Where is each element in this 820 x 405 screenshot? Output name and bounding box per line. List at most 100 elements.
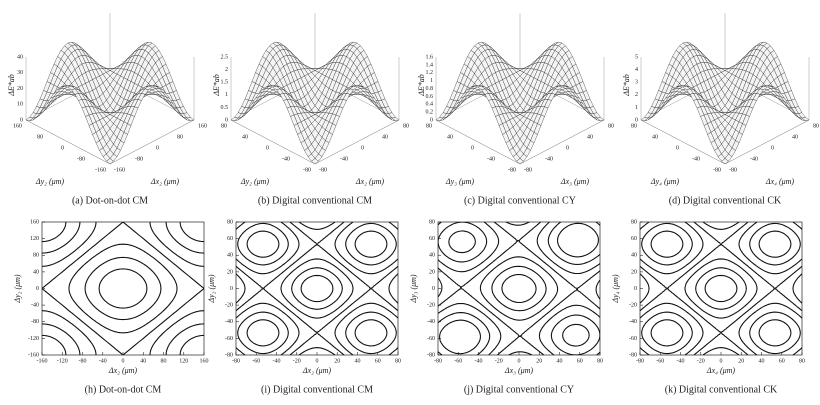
y-tick-label: 20 bbox=[631, 269, 637, 275]
y-tick-label: 20 bbox=[429, 269, 435, 275]
axis-edge bbox=[109, 119, 195, 165]
y-tick-label: 0 bbox=[634, 286, 637, 292]
x-axis-label: Δx₃ (μm) bbox=[560, 177, 589, 186]
z-axis-label: ΔE*ab bbox=[622, 74, 631, 97]
x-tick-label: 40 bbox=[382, 134, 388, 140]
y-tick-label: 60 bbox=[227, 236, 233, 242]
contour-line bbox=[438, 222, 600, 355]
y-tick-label: -60 bbox=[225, 336, 233, 342]
caption: (i) Digital conventional CM bbox=[261, 384, 373, 395]
y-tick-label: -120 bbox=[28, 336, 39, 342]
x-tick-label: 80 bbox=[161, 358, 167, 364]
contour-line bbox=[439, 222, 599, 355]
x-axis-label: Δx₂ (μm) bbox=[108, 366, 137, 375]
contour-line bbox=[438, 222, 600, 355]
x-tick-label: 80 bbox=[813, 123, 819, 129]
caption: (d) Digital conventional CK bbox=[669, 195, 782, 206]
mesh-cell bbox=[106, 158, 114, 165]
contour-line bbox=[42, 222, 204, 355]
z-tick-label: 1.2 bbox=[426, 70, 434, 76]
x-tick-label: -160 bbox=[114, 167, 125, 173]
x-tick-label: -80 bbox=[729, 167, 737, 173]
z-tick-label: 0 bbox=[225, 117, 228, 123]
caption: (a) Dot-on-dot CM bbox=[72, 195, 148, 206]
x-tick-label: 60 bbox=[779, 358, 785, 364]
y-tick-label: 0 bbox=[61, 145, 64, 151]
y-tick-label: 160 bbox=[30, 219, 39, 225]
y-tick-label: -80 bbox=[629, 352, 637, 358]
x-tick-label: -20 bbox=[293, 358, 301, 364]
axis-edge bbox=[640, 119, 726, 165]
y-tick-label: -40 bbox=[487, 156, 495, 162]
contour-line bbox=[68, 243, 178, 334]
z-tick-label: 10 bbox=[17, 102, 23, 108]
y-tick-label: 80 bbox=[37, 134, 43, 140]
y-tick-label: 120 bbox=[30, 236, 39, 242]
x-tick-label: -60 bbox=[656, 358, 664, 364]
x-tick-label: -80 bbox=[636, 358, 644, 364]
axis-edge bbox=[435, 119, 521, 165]
x-tick-label: 20 bbox=[536, 358, 542, 364]
contour-line bbox=[491, 265, 547, 312]
x-tick-label: 0 bbox=[518, 358, 521, 364]
contour-line bbox=[501, 273, 537, 304]
y-tick-label: -160 bbox=[95, 167, 106, 173]
y-tick-label: 0 bbox=[471, 145, 474, 151]
y-tick-label: -60 bbox=[427, 336, 435, 342]
x-axis-label: Δx₃ (μm) bbox=[504, 366, 533, 375]
contour-line bbox=[246, 230, 388, 347]
y-tick-label: 40 bbox=[242, 134, 248, 140]
y-axis-label: Δy₄ (μm) bbox=[650, 177, 679, 186]
z-tick-label: 3 bbox=[635, 80, 638, 86]
x-tick-label: -60 bbox=[454, 358, 462, 364]
surface-plot: 0 1 2 3 4 5 80 40 0 -40 -80 -80 -40 0 40 80 ΔE*ab Δy₄ (μm… bbox=[622, 13, 819, 206]
x-tick-label: 160 bbox=[200, 358, 209, 364]
caption: (j) Digital conventional CY bbox=[464, 384, 574, 395]
y-axis-label: Δy₄ (μm) bbox=[611, 274, 620, 303]
z-tick-label: 0.8 bbox=[426, 86, 434, 92]
axis-edge bbox=[519, 119, 605, 165]
contour-line bbox=[236, 222, 398, 355]
mesh-cell bbox=[311, 158, 319, 165]
y-tick-label: 40 bbox=[652, 134, 658, 140]
contour-line bbox=[300, 274, 334, 303]
y-tick-label: -160 bbox=[28, 352, 39, 358]
caption: (h) Dot-on-dot CM bbox=[85, 384, 162, 395]
y-tick-label: 160 bbox=[13, 123, 22, 129]
y-tick-label: 0 bbox=[432, 286, 435, 292]
x-tick-label: 20 bbox=[738, 358, 744, 364]
axis-edge bbox=[230, 119, 316, 165]
x-tick-label: 20 bbox=[334, 358, 340, 364]
mesh-cell bbox=[516, 158, 524, 165]
y-tick-label: -80 bbox=[427, 352, 435, 358]
y-tick-label: -80 bbox=[225, 352, 233, 358]
x-axis-label: Δx₂ (μm) bbox=[302, 366, 331, 375]
x-axis-label: Δx₄ (μm) bbox=[765, 177, 794, 186]
contour-line bbox=[42, 222, 204, 355]
contour-line bbox=[640, 222, 802, 355]
x-tick-label: -80 bbox=[434, 358, 442, 364]
contour-line bbox=[640, 222, 802, 355]
contour-line bbox=[704, 274, 738, 303]
x-tick-label: -80 bbox=[232, 358, 240, 364]
y-tick-label: -80 bbox=[31, 319, 39, 325]
z-tick-label: 5 bbox=[635, 54, 638, 60]
z-tick-label: 4 bbox=[635, 67, 638, 73]
y-tick-label: 40 bbox=[227, 253, 233, 259]
y-axis-label: Δy₃ (μm) bbox=[445, 177, 474, 186]
y-tick-label: -20 bbox=[225, 303, 233, 309]
x-axis-label: Δx₄ (μm) bbox=[706, 366, 735, 375]
surface-plot: 0 10 20 30 40 160 80 0 -80 -160 -160 -80 0 80 160 ΔE*ab… bbox=[7, 13, 207, 206]
y-tick-label: 80 bbox=[631, 123, 637, 129]
contour-line bbox=[42, 222, 204, 355]
x-tick-label: 40 bbox=[587, 134, 593, 140]
y-tick-label: -40 bbox=[282, 156, 290, 162]
z-tick-label: 40 bbox=[17, 54, 23, 60]
caption: (k) Digital conventional CK bbox=[665, 384, 778, 395]
x-tick-label: 0 bbox=[771, 145, 774, 151]
z-tick-label: 1 bbox=[635, 105, 638, 111]
x-tick-label: 40 bbox=[557, 358, 563, 364]
x-tick-label: -40 bbox=[677, 358, 685, 364]
y-tick-label: 60 bbox=[631, 236, 637, 242]
contour-line bbox=[291, 267, 343, 310]
